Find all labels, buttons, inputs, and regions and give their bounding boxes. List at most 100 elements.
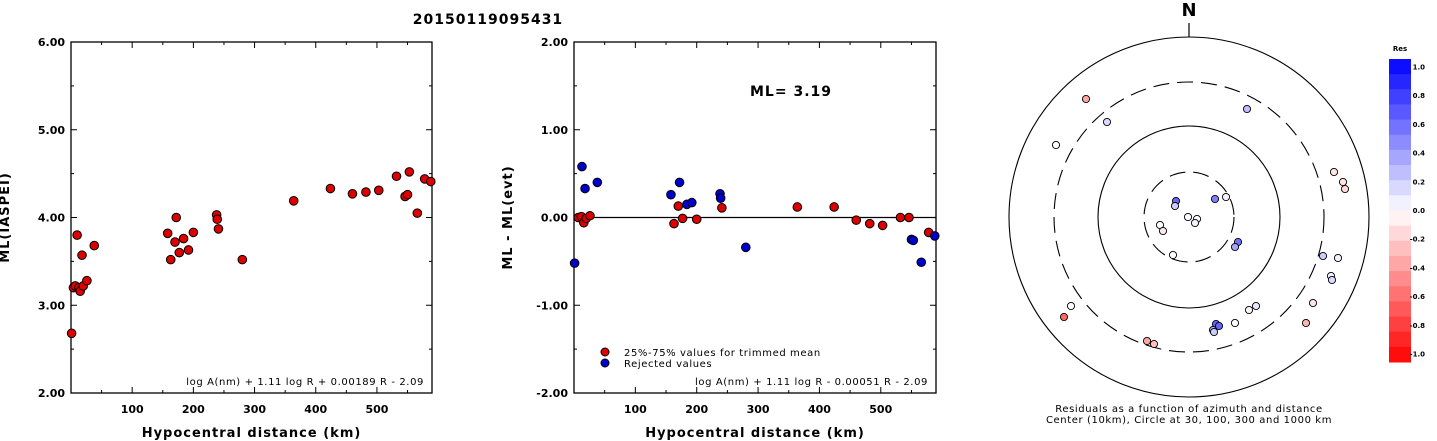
data-point <box>792 202 803 212</box>
y-tick-label: 6.00 <box>38 36 65 49</box>
y-tick-label: 1.00 <box>541 124 568 137</box>
station-marker <box>1244 305 1254 315</box>
station-marker <box>1081 94 1091 104</box>
colorbar-tick-label: -0.4 <box>1410 264 1425 272</box>
data-point <box>592 177 603 188</box>
station-marker <box>1301 318 1311 328</box>
data-point <box>391 171 402 182</box>
station-marker <box>1158 226 1168 236</box>
legend-label: Rejected values <box>624 359 712 370</box>
data-point <box>829 202 839 212</box>
y-tick-label: 5.00 <box>38 124 65 137</box>
data-point <box>82 275 92 286</box>
north-label: N <box>1181 0 1196 21</box>
data-point <box>171 212 182 223</box>
formula-label: log A(nm) + 1.11 log R - 0.00051 R - 2.0… <box>695 377 928 388</box>
data-point <box>170 237 180 247</box>
x-tick-label: 500 <box>869 403 892 416</box>
polar-caption-line1: Residuals as a function of azimuth and d… <box>1055 404 1323 415</box>
y-tick-label: -2.00 <box>536 387 568 400</box>
x-axis-label: Hypocentral distance (km) <box>142 426 362 441</box>
data-point <box>717 203 727 213</box>
colorbar-swatch <box>1389 316 1411 333</box>
data-point <box>877 220 888 231</box>
colorbar-swatch <box>1389 119 1411 136</box>
data-point <box>666 189 676 200</box>
data-point <box>361 187 371 197</box>
data-point <box>373 185 384 196</box>
x-tick-label: 200 <box>685 403 708 416</box>
colorbar-swatch <box>1389 271 1411 287</box>
x-tick-label: 500 <box>365 403 388 416</box>
colorbar-tick-label: 0.2 <box>1413 178 1426 186</box>
colorbar-title: Res <box>1393 45 1407 53</box>
y-tick-label: 2.00 <box>38 387 65 400</box>
x-tick-label: 400 <box>304 403 327 416</box>
station-marker <box>1066 301 1076 311</box>
colorbar-swatch <box>1389 149 1411 166</box>
data-point <box>165 254 176 265</box>
colorbar-tick-label: 1.0 <box>1413 64 1426 72</box>
y-axis-label: ML - ML(evt) <box>501 165 516 269</box>
colorbar-swatch <box>1389 225 1411 242</box>
colorbar-swatch <box>1389 331 1411 348</box>
colorbar-tick-label: 0.8 <box>1413 92 1426 100</box>
station-marker <box>1190 218 1200 228</box>
station-marker <box>1210 194 1220 204</box>
data-point <box>677 213 688 224</box>
data-point <box>66 328 77 339</box>
data-point <box>904 212 914 223</box>
x-tick-label: 100 <box>121 403 144 416</box>
y-tick-label: 2.00 <box>541 36 568 49</box>
data-point <box>89 240 100 251</box>
magnitude-vs-distance-plot: 100 200 300 400 500 2.00 3.00 4.00 5.00 6.00 Hypoc… <box>0 36 436 441</box>
circle-30km <box>1143 171 1235 263</box>
station-marker <box>1051 140 1061 150</box>
station-marker <box>1170 201 1180 211</box>
data-point <box>580 183 590 194</box>
y-tick-label: 3.00 <box>38 299 65 312</box>
formula-label: log A(nm) + 1.11 log R + 0.00189 R - 2.0… <box>186 377 424 388</box>
colorbar-tick-label: -0.8 <box>1410 322 1425 330</box>
residual-colorbar: Res 1.0 0.8 0.6 0.4 0.2 0.0 -0.2 -0.4 -0.6 -0.8 -1.… <box>1389 45 1425 363</box>
circle-300km <box>1053 81 1325 353</box>
colorbar-swatch <box>1389 180 1411 196</box>
legend-marker <box>600 347 610 357</box>
data-point <box>72 230 82 240</box>
data-point <box>687 197 697 208</box>
data-point <box>569 258 580 268</box>
colorbar-tick-label: 0.6 <box>1413 121 1426 129</box>
colorbar-tick-label: -0.2 <box>1410 236 1425 244</box>
data-point <box>288 196 299 206</box>
station-marker <box>1338 177 1348 187</box>
station-marker <box>1214 321 1224 331</box>
station-marker <box>1329 167 1339 177</box>
colorbar-tick-label: 0.4 <box>1413 150 1426 158</box>
colorbar-swatch <box>1389 165 1411 181</box>
ml-label: ML= 3.19 <box>750 84 832 100</box>
station-marker <box>1149 339 1159 349</box>
residual-vs-distance-plot: 100 200 300 400 500 -2.00 -1.00 0.00 1.00 2.00 Hyp… <box>501 36 940 441</box>
data-point <box>674 177 685 188</box>
y-tick-label: 0.00 <box>541 212 568 225</box>
data-point <box>162 228 173 239</box>
station-marker <box>1059 312 1069 322</box>
station-marker <box>1102 117 1112 127</box>
colorbar-tick-label: -0.6 <box>1410 293 1425 301</box>
data-point <box>916 257 927 268</box>
azimuth-residual-plot: N Residuals as a function of azimuth and … <box>1008 0 1370 426</box>
x-axis-label: Hypocentral distance (km) <box>645 426 865 441</box>
colorbar-swatch <box>1389 89 1411 105</box>
data-point <box>188 227 199 238</box>
data-point <box>585 210 595 221</box>
data-point <box>864 218 875 229</box>
station-marker <box>1333 253 1343 263</box>
data-point <box>691 214 702 225</box>
data-point <box>929 231 940 241</box>
colorbar-tick-label: -1.0 <box>1410 351 1425 359</box>
data-point <box>669 218 679 229</box>
data-point <box>577 161 587 172</box>
station-marker <box>1142 336 1152 346</box>
station-marker <box>1308 298 1318 308</box>
